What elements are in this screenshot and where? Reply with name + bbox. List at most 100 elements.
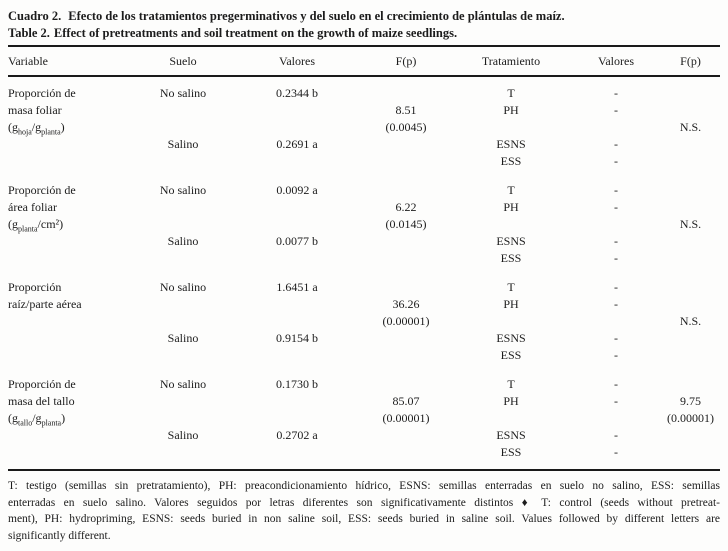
treatment-value: - [614,137,618,151]
treatment-value: - [614,86,618,100]
table-caption: Cuadro 2. Efecto de los tratamientos preg… [8,8,720,42]
caption-label-es: Cuadro 2. [8,9,62,23]
caption-label-en: Table 2. [8,26,50,40]
table-header-row: Variable Suelo Valores F(p) Tratamiento … [8,47,720,75]
treatment-label: PH [503,297,519,311]
treatment-label: PH [503,394,519,408]
treatment-label: ESNS [496,137,526,151]
variable-label: raíz/parte aérea [8,297,82,311]
treatment-value: - [614,445,618,459]
column-header-valores-soil: Valores [279,53,315,68]
treatment-value: - [614,331,618,345]
column-header-fp-treatment: F(p) [680,53,701,68]
row-group-raiz-parte-aerea: Proporción raíz/parte aérea No salino 1.… [8,279,720,364]
f-soil-value: 6.22 [395,200,417,214]
f-treatment-value [661,102,720,119]
soil-label: Salino [167,137,199,151]
soil-value: 0.9154 b [276,331,318,345]
treatment-value: - [614,377,618,391]
row-group-masa-tallo: Proporción de masa del tallo (gtallo/gpl… [8,376,720,461]
ns-value: N.S. [679,120,702,134]
caption-text-es: Efecto de los tratamientos pregerminativ… [68,9,565,23]
treatment-label: PH [503,103,519,117]
column-header-suelo: Suelo [169,53,197,68]
caption-text-en: Effect of pretreatments and soil treatme… [53,26,458,40]
soil-value: 0.0092 a [276,183,318,197]
soil-value: 0.1730 b [276,377,318,391]
f-treatment-pvalue: (0.00001) [667,411,714,425]
row-group-area-foliar: Proporción de área foliar (gplanta/cm²) … [8,182,720,267]
treatment-label: ESNS [496,234,526,248]
f-treatment-value [661,199,720,216]
soil-label: No salino [159,86,207,100]
variable-label: Proporción de [8,86,76,100]
treatment-value: - [614,154,618,168]
soil-label: No salino [159,377,207,391]
column-header-fp-soil: F(p) [395,53,417,68]
soil-label: Salino [167,428,199,442]
table-footnote: T: testigo (semillas sin pretratamiento)… [8,478,720,544]
footnote-line: significantly different. [8,529,111,542]
table-caption-en: Table 2. Effect of pretreatments and soil… [8,25,720,42]
variable-label: masa foliar [8,103,62,117]
header-rule [8,75,720,77]
treatment-value: - [614,394,618,408]
column-header-tratamiento: Tratamiento [481,53,541,68]
table-caption-es: Cuadro 2. Efecto de los tratamientos preg… [8,8,720,25]
soil-value: 0.2702 a [276,428,318,442]
variable-formula: (gplanta/cm²) [8,217,64,234]
soil-value: 0.2344 b [276,86,318,100]
f-soil-pvalue: (0.0045) [385,120,427,134]
row-group-masa-foliar: Proporción de masa foliar (ghoja/gplanta… [8,85,720,170]
f-soil-value: 85.07 [392,394,420,408]
variable-label: Proporción [8,280,62,294]
ns-value [661,410,720,427]
soil-label: No salino [159,280,207,294]
soil-value: 0.2691 a [276,137,318,151]
ns-value: N.S. [679,217,702,231]
treatment-label: ESS [500,154,522,168]
treatment-label: T [507,183,515,197]
variable-formula: (ghoja/gplanta) [8,120,65,137]
soil-label: Salino [167,331,199,345]
treatment-value: - [614,280,618,294]
footnote-line: enterradas en suelo salino. Valores segu… [8,496,720,509]
soil-value: 0.0077 b [276,234,318,248]
treatment-value: - [614,348,618,362]
column-header-variable: Variable [8,53,48,68]
treatment-label: ESS [500,445,522,459]
treatment-value: - [614,297,618,311]
soil-label: Salino [167,234,199,248]
treatment-value: - [614,103,618,117]
treatment-value: - [614,200,618,214]
treatment-label: ESS [500,348,522,362]
f-soil-pvalue: (0.00001) [382,314,430,328]
soil-value: 1.6451 a [276,280,318,294]
treatment-label: T [507,280,515,294]
treatment-label: PH [503,200,519,214]
treatment-value: - [614,428,618,442]
ns-value: N.S. [679,314,702,328]
f-soil-pvalue: (0.00001) [382,411,430,425]
soil-label: No salino [159,183,207,197]
footer-rule [8,469,720,471]
treatment-value: - [614,183,618,197]
treatment-label: ESS [500,251,522,265]
f-treatment-value [661,296,720,313]
table-body: Proporción de masa foliar (ghoja/gplanta… [8,77,720,469]
treatment-label: T [507,377,515,391]
variable-label: Proporción de [8,183,76,197]
variable-label: Proporción de [8,377,76,391]
treatment-value: - [614,234,618,248]
f-soil-value: 8.51 [395,103,417,117]
f-soil-value: 36.26 [392,297,420,311]
variable-label: área foliar [8,200,57,214]
variable-label: masa del tallo [8,394,75,408]
f-treatment-value: 9.75 [680,394,701,408]
treatment-label: T [507,86,515,100]
variable-formula: (gtallo/gplanta) [8,411,66,428]
treatment-label: ESNS [496,331,526,345]
f-soil-pvalue: (0.0145) [385,217,427,231]
footnote-line: T: testigo (semillas sin pretratamiento)… [8,480,720,492]
